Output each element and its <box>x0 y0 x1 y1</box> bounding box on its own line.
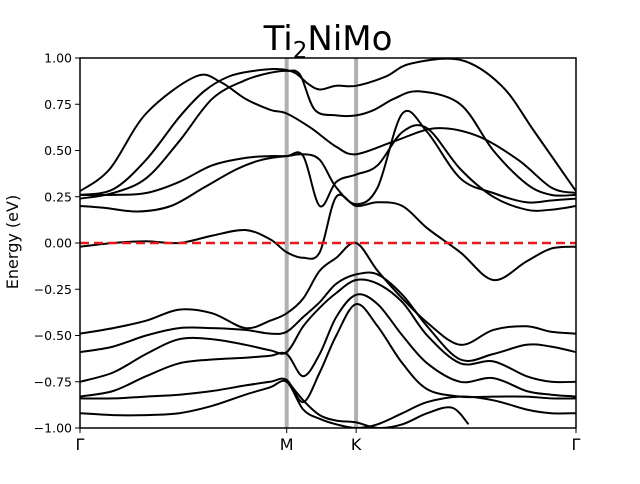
x-tick-label: Γ <box>76 435 85 454</box>
x-tick-label: Γ <box>572 435 581 454</box>
x-tick-label: K <box>351 435 362 454</box>
y-tick-label: −0.75 <box>34 374 72 389</box>
band-lines <box>80 58 576 428</box>
y-tick-label: −0.50 <box>34 328 72 343</box>
y-tick-label: −0.25 <box>34 282 72 297</box>
y-tick-label: 0.25 <box>44 189 72 204</box>
band-line <box>285 379 470 428</box>
y-tick-label: 0.75 <box>44 97 72 112</box>
band-line <box>80 293 576 398</box>
band-line <box>80 109 576 206</box>
y-axis-ticks: −1.00 −0.75 −0.50 −0.25 0.00 0.25 0.50 0.75 1.00 <box>34 51 80 436</box>
band-line <box>80 58 576 196</box>
y-tick-label: −1.00 <box>34 421 72 436</box>
y-tick-label: 1.00 <box>44 51 72 66</box>
chart-title-rest: NiMo <box>307 19 392 59</box>
band-line <box>80 303 576 404</box>
band-line <box>80 69 576 200</box>
band-line <box>80 379 576 428</box>
band-line <box>80 73 576 194</box>
y-tick-label: 0.50 <box>44 143 72 158</box>
y-tick-label: 0.00 <box>44 236 72 251</box>
band-line <box>80 271 576 362</box>
band-line <box>80 124 576 213</box>
chart-title-subscript: 2 <box>293 38 308 64</box>
band-line <box>80 241 576 346</box>
y-axis-label: Energy (eV) <box>3 195 22 289</box>
band-line <box>80 278 576 384</box>
x-tick-label: M <box>280 435 294 454</box>
chart-title-base: Ti <box>263 19 293 59</box>
